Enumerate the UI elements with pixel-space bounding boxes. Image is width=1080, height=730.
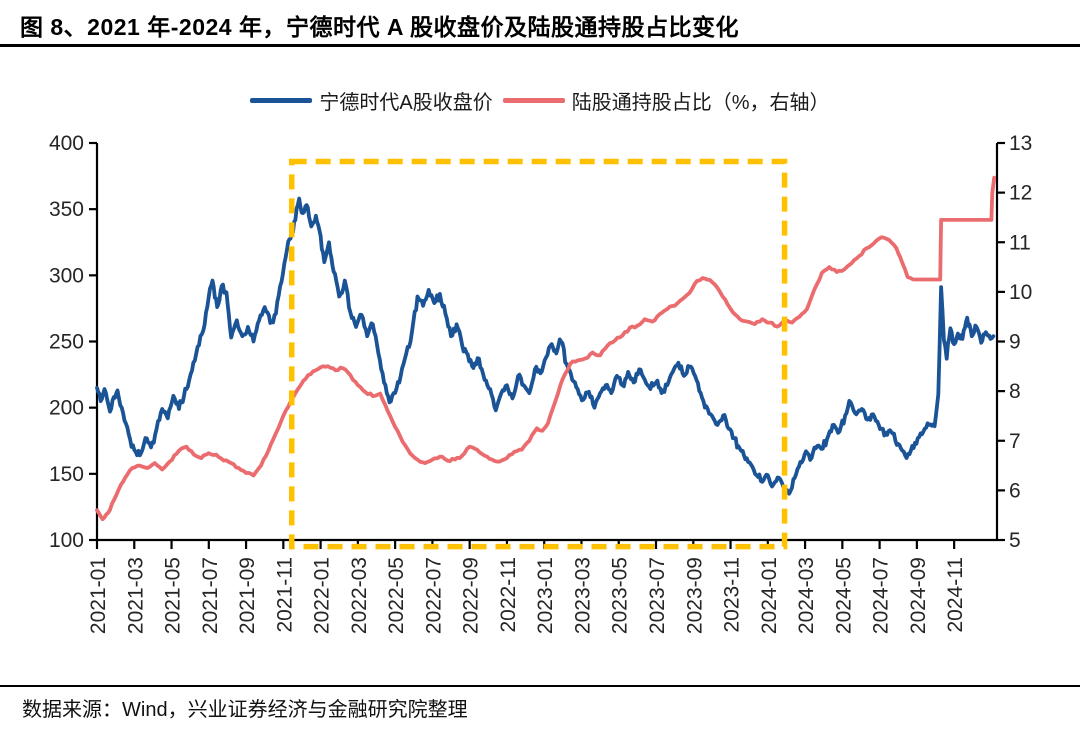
x-tick-label: 2024-07 <box>870 557 893 634</box>
x-tick-label: 2021-05 <box>162 557 185 634</box>
x-tick-label: 2021-07 <box>199 557 222 634</box>
highlight-period-box <box>288 158 788 550</box>
x-tick-label: 2021-09 <box>236 557 259 634</box>
legend-item-1: 陆股通持股占比（%，右轴） <box>502 86 830 115</box>
y-right-tick-label: 12 <box>1009 182 1032 205</box>
legend-line-swatch <box>250 98 313 103</box>
x-tick-label: 2024-05 <box>832 557 855 634</box>
y-left-tick-label: 200 <box>49 397 84 420</box>
chart-legend: 宁德时代A股收盘价 陆股通持股占比（%，右轴） <box>0 86 1080 115</box>
x-tick-label: 2023-03 <box>571 557 594 634</box>
x-tick-label: 2021-03 <box>124 557 147 634</box>
x-tick-label: 2023-11 <box>721 557 744 633</box>
y-left-tick-label: 100 <box>49 529 84 552</box>
y-right-tick-label: 10 <box>1009 281 1032 304</box>
x-tick-label: 2023-07 <box>646 557 669 634</box>
series-line-price <box>95 196 996 496</box>
x-tick-label: 2022-11 <box>497 557 520 633</box>
x-tick-label: 2022-05 <box>385 557 408 634</box>
figure-title-bar: 图 8、2021 年-2024 年，宁德时代 A 股收盘价及陆股通持股占比变化 <box>0 0 1080 47</box>
x-tick-label: 2023-05 <box>609 557 632 634</box>
legend-label: 宁德时代A股收盘价 <box>319 92 493 114</box>
y-right-tick-label: 13 <box>1009 132 1032 155</box>
x-tick-label: 2022-07 <box>422 557 445 634</box>
figure-title: 图 8、2021 年-2024 年，宁德时代 A 股收盘价及陆股通持股占比变化 <box>20 14 739 40</box>
legend-line-swatch <box>502 98 565 103</box>
x-tick-label: 2021-11 <box>273 557 296 633</box>
x-tick-label: 2024-01 <box>758 557 781 634</box>
series-line-holdings <box>95 175 997 522</box>
x-tick-label: 2022-01 <box>311 557 334 634</box>
y-right-tick-label: 8 <box>1009 380 1021 403</box>
source-note: 数据来源：Wind，兴业证券经济与金融研究院整理 <box>22 699 468 721</box>
y-left-tick-label: 400 <box>49 132 84 155</box>
y-left-tick-label: 150 <box>49 463 84 486</box>
legend-label: 陆股通持股占比（%，右轴） <box>571 92 830 114</box>
y-left-tick-label: 300 <box>49 264 84 287</box>
legend-item-0: 宁德时代A股收盘价 <box>250 86 493 115</box>
y-right-tick-label: 5 <box>1009 529 1021 552</box>
source-divider <box>0 685 1080 687</box>
x-tick-label: 2022-09 <box>460 557 483 634</box>
x-tick-label: 2024-03 <box>795 557 818 634</box>
x-tick-label: 2024-09 <box>907 557 930 634</box>
y-right-tick-label: 11 <box>1009 231 1031 254</box>
x-tick-label: 2021-01 <box>87 557 110 634</box>
y-right-tick-label: 9 <box>1009 331 1021 354</box>
y-left-tick-label: 350 <box>49 198 84 221</box>
y-left-tick-label: 250 <box>49 331 84 354</box>
x-tick-label: 2023-01 <box>534 557 557 634</box>
x-tick-label: 2023-09 <box>683 557 706 634</box>
x-tick-label: 2024-11 <box>944 557 967 633</box>
y-right-tick-label: 6 <box>1009 479 1021 502</box>
y-right-tick-label: 7 <box>1009 430 1021 453</box>
x-tick-label: 2022-03 <box>348 557 371 634</box>
